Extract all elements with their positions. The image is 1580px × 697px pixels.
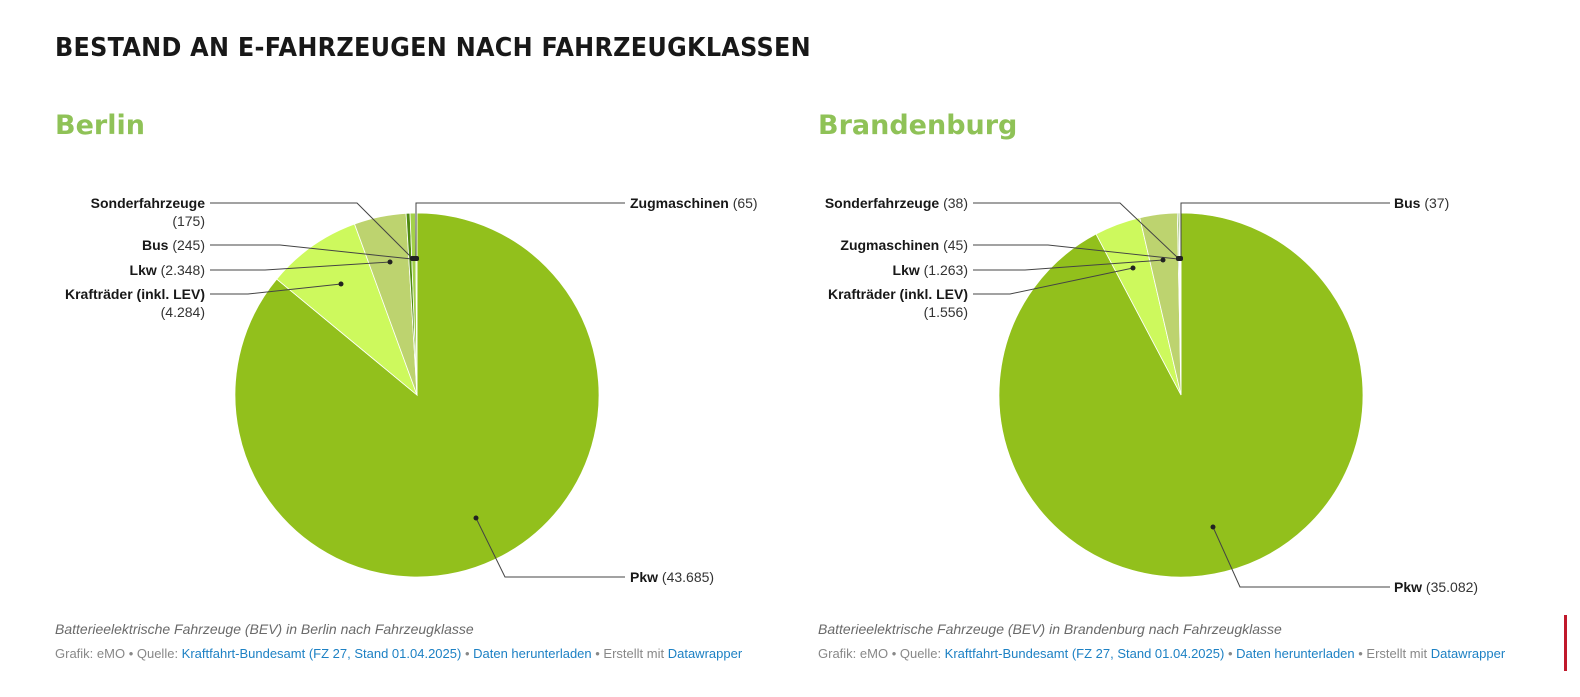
chart-description: Batterieelektrische Fahrzeuge (BEV) in B…: [55, 621, 474, 637]
label-pkw: Pkw (43.685): [630, 569, 715, 585]
page-title: BESTAND AN E-FAHRZEUGEN NACH FAHRZEUGKLA…: [55, 33, 811, 63]
chart-footer: Grafik: eMO • Quelle: Kraftfahrt-Bundesa…: [818, 646, 1506, 661]
leader-line: [210, 244, 413, 260]
chart-title-brandenburg: Brandenburg: [818, 110, 1018, 141]
leader-line: [973, 259, 1164, 271]
download-link[interactable]: Daten herunterladen: [473, 646, 592, 661]
edge-marker: [1564, 615, 1567, 671]
label-lkw: Lkw (2.348): [129, 262, 205, 278]
leader-line: [1212, 526, 1390, 588]
leader-line: [973, 267, 1134, 295]
label-zugmaschinen: Zugmaschinen (45): [840, 237, 968, 253]
label-sonderfahrzeuge: Sonderfahrzeuge (38): [824, 195, 968, 211]
leader-line: [415, 202, 625, 258]
label-pkw: Pkw (35.082): [1394, 579, 1479, 595]
label-bus: Bus (37): [1394, 195, 1450, 211]
source-link[interactable]: Kraftfahrt-Bundesamt (FZ 27, Stand 01.04…: [944, 646, 1225, 661]
label-lkw: Lkw (1.263): [892, 262, 968, 278]
pie-berlin: [234, 212, 600, 578]
leader-line: [475, 517, 625, 578]
leader-line: [210, 202, 413, 259]
leader-line: [973, 244, 1179, 260]
label-kraftraeder: Krafträder (inkl. LEV) (4.284): [64, 286, 205, 320]
datawrapper-link[interactable]: Datawrapper: [667, 646, 743, 661]
label-bus: Bus (245): [141, 237, 205, 253]
chart-description: Batterieelektrische Fahrzeuge (BEV) in B…: [818, 621, 1282, 637]
label-kraftraeder: Krafträder (inkl. LEV) (1.556): [827, 286, 968, 320]
leader-line: [973, 202, 1179, 259]
leader-lines: [210, 202, 1390, 588]
leader-line: [210, 283, 342, 295]
chart-title-berlin: Berlin: [55, 110, 145, 141]
label-sonderfahrzeuge: Sonderfahrzeuge (175): [90, 195, 205, 229]
leader-line: [1180, 202, 1390, 258]
label-zugmaschinen: Zugmaschinen (65): [630, 195, 758, 211]
leader-dots: [338, 256, 1216, 530]
source-link[interactable]: Kraftfahrt-Bundesamt (FZ 27, Stand 01.04…: [181, 646, 462, 661]
chart-footer: Grafik: eMO • Quelle: Kraftfahrt-Bundesa…: [55, 646, 743, 661]
download-link[interactable]: Daten herunterladen: [1236, 646, 1355, 661]
datawrapper-link[interactable]: Datawrapper: [1430, 646, 1506, 661]
leader-line: [210, 261, 391, 271]
